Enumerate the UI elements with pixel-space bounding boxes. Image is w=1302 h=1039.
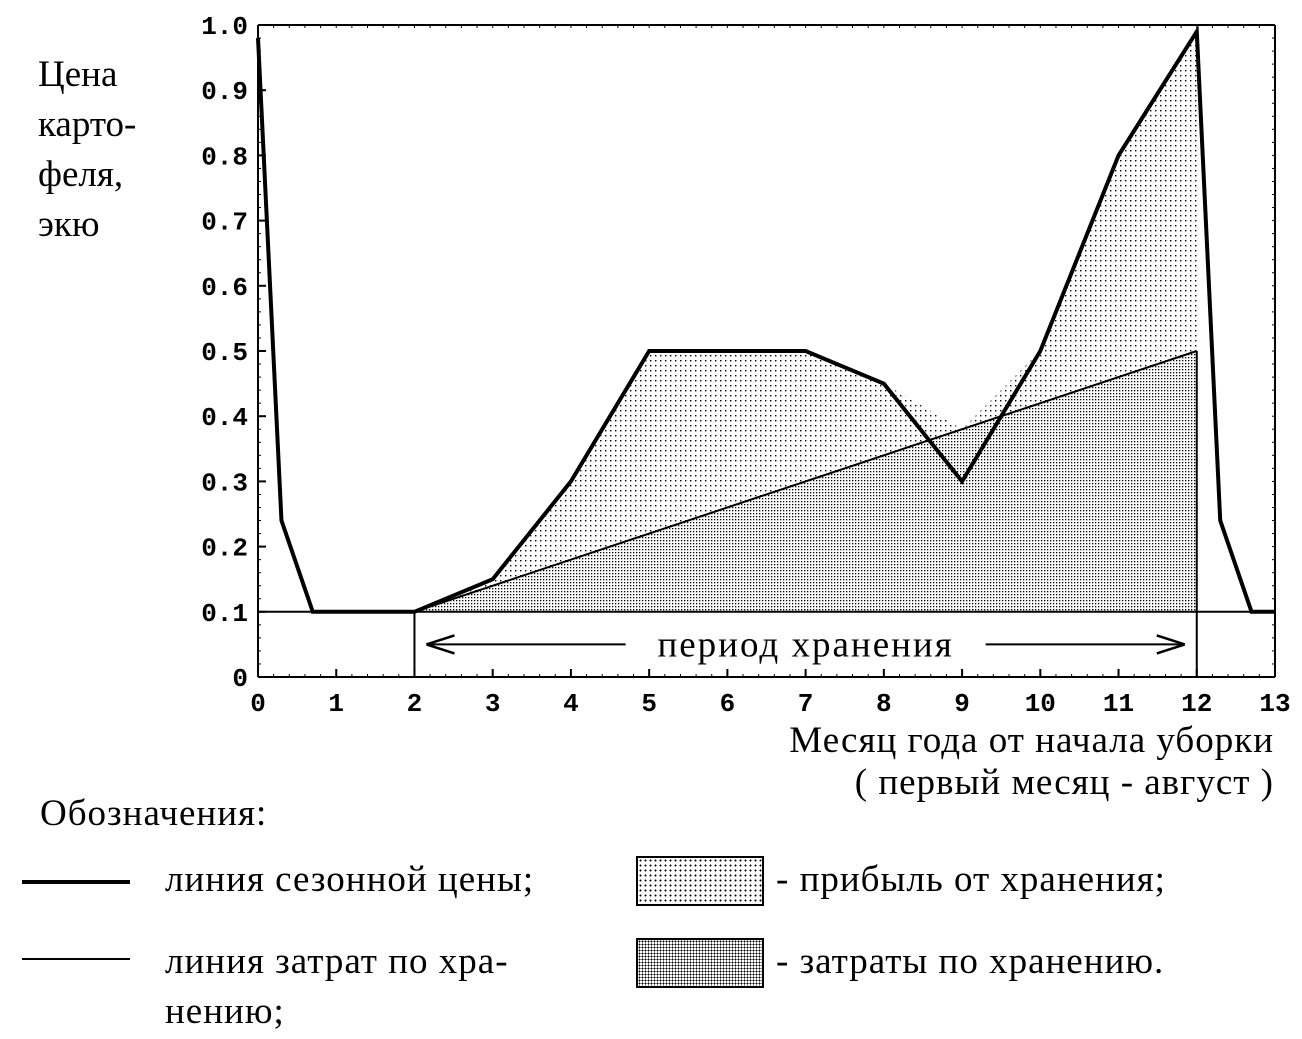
storage-period-label: период хранения [657, 624, 953, 665]
storage-period-annotation: период хранения [413, 351, 1198, 677]
y-tick-label: 0.5 [201, 338, 248, 368]
legend-item-season-price: линия сезонной цены; [165, 859, 535, 900]
y-tick-label: 0 [232, 664, 248, 694]
legend-thin-line-sample [22, 958, 130, 960]
x-axis-label-line: ( первый месяц - август ) [854, 762, 1274, 803]
legend-item-profit: - прибыль от хранения; [776, 859, 1166, 900]
x-tick-label: 11 [1103, 689, 1134, 719]
x-tick-label: 13 [1259, 689, 1290, 719]
y-axis-label-line: экю [38, 204, 100, 245]
season-price-line [256, 25, 1275, 614]
x-tick-label: 0 [250, 689, 266, 719]
x-tick-label: 6 [720, 689, 736, 719]
y-tick-label: 0.3 [201, 468, 248, 498]
storage-cost-line [414, 350, 1198, 613]
x-tick-label: 2 [407, 689, 423, 719]
y-tick-label: 1.0 [201, 12, 248, 42]
x-tick-label: 4 [563, 689, 579, 719]
y-tick-label: 0.1 [201, 599, 248, 629]
legend-item-storage-costs: - затраты по хранению. [776, 941, 1165, 982]
storage-period-arrowhead-right [1156, 634, 1186, 655]
legend-item-storage-cost-line-cont: нению; [165, 991, 285, 1032]
legend-title: Обозначения: [40, 793, 268, 834]
y-tick-label: 0.9 [201, 77, 248, 107]
series-lines [256, 25, 1275, 614]
x-tick-label: 8 [876, 689, 892, 719]
y-axis-label-line: феля, [38, 154, 124, 195]
x-tick-label: 7 [798, 689, 814, 719]
x-tick-label: 12 [1181, 689, 1212, 719]
fill-areas [414, 31, 1197, 612]
x-tick-label: 3 [485, 689, 501, 719]
y-axis-label-line: карто- [38, 104, 137, 145]
y-tick-label: 0.6 [201, 273, 248, 303]
legend-thick-line-sample [22, 880, 130, 884]
x-axis-label-line: Месяц года от начала уборки [789, 720, 1274, 761]
x-tick-label: 5 [641, 689, 657, 719]
legend-swatch-storage-costs [636, 938, 764, 988]
legend-swatch-profit [636, 856, 764, 906]
x-tick-label: 1 [328, 689, 344, 719]
y-tick-label: 0.4 [201, 403, 248, 433]
y-tick-label: 0.7 [201, 208, 248, 238]
x-tick-label: 9 [954, 689, 970, 719]
storage-period-arrowhead-left [426, 634, 455, 655]
y-tick-label: 0.2 [201, 534, 248, 564]
x-tick-label: 10 [1025, 689, 1056, 719]
profit-area [414, 31, 1197, 612]
y-tick-label: 0.8 [201, 142, 248, 172]
axes: 00.10.20.30.40.50.60.70.80.91.00 1 2 3 4 5 6 7 8… [201, 12, 1290, 719]
y-axis-label: Цена карто- феля, экю [38, 50, 136, 250]
y-axis-label-line: Цена [38, 54, 118, 95]
x-axis-label: Месяц года от начала уборки ( первый мес… [789, 720, 1274, 804]
legend-item-storage-cost-line: линия затрат по хра- [165, 941, 509, 982]
